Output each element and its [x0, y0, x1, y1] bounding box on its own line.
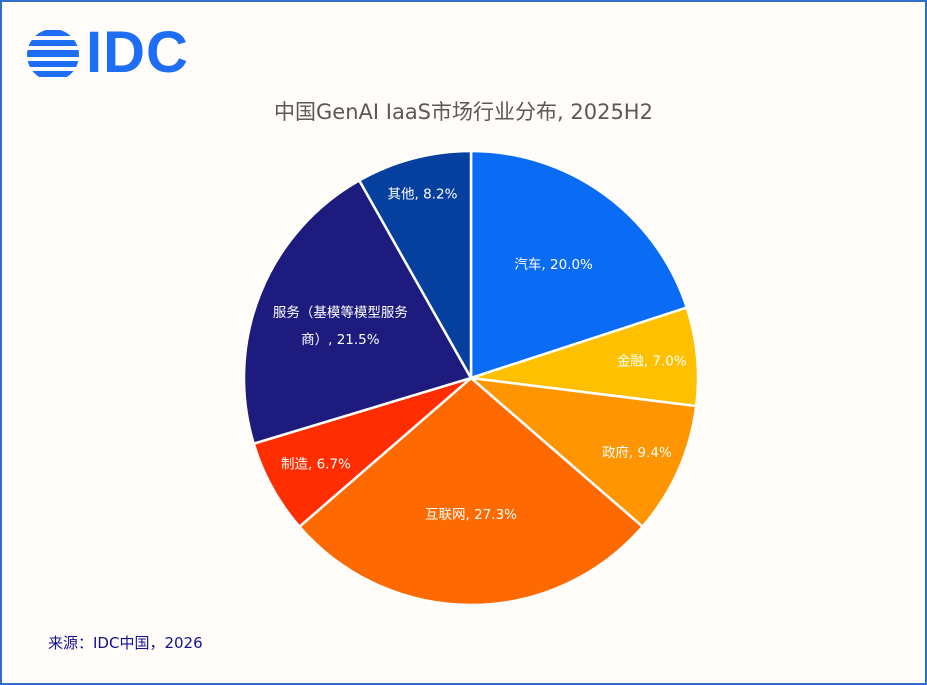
source-note: 来源：IDC中国，2026 — [48, 634, 203, 652]
slice-label-4: 互联网, 27.3% — [425, 507, 517, 523]
slice-label-3: 政府, 9.4% — [602, 445, 672, 461]
slice-label-7: 其他, 8.2% — [388, 187, 458, 203]
slice-label-1: 汽车, 20.0% — [514, 256, 593, 273]
slice-label-2: 金融, 7.0% — [617, 354, 687, 370]
globe-icon — [27, 30, 79, 77]
pie-slice-4 — [298, 376, 644, 607]
pie-slice-1 — [469, 149, 689, 380]
slice-label-6: 服务（基模等模型服务商）, 21.5% — [273, 304, 408, 348]
chart-title: 中国GenAI IaaS市场行业分布, 2025H2 — [274, 100, 653, 124]
idc-logo: IDC — [26, 20, 206, 85]
pie-slice-7 — [358, 149, 473, 380]
slice-label-5: 制造, 6.7% — [281, 456, 351, 472]
pie-slice-6 — [242, 179, 473, 445]
logo-text: IDC — [86, 20, 189, 85]
pie-slice-3 — [469, 376, 698, 528]
